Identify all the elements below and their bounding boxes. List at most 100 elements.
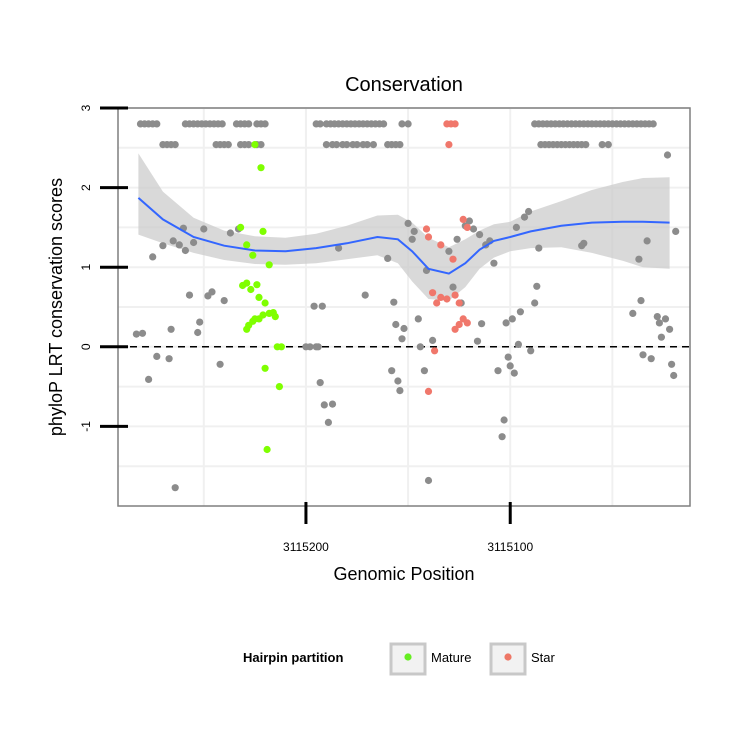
point-other — [649, 120, 657, 128]
point-other — [408, 235, 416, 243]
point-other — [653, 313, 661, 321]
point-other — [380, 120, 388, 128]
point-other — [404, 120, 412, 128]
point-other — [398, 335, 406, 343]
point-star — [437, 241, 445, 249]
point-other — [226, 229, 234, 237]
point-star — [445, 141, 453, 149]
point-other — [469, 225, 478, 233]
point-mature — [265, 261, 273, 269]
point-other — [635, 255, 643, 263]
point-other — [520, 213, 529, 221]
point-other — [527, 347, 535, 355]
point-star — [455, 299, 463, 307]
point-other — [647, 355, 655, 363]
point-other — [316, 120, 324, 128]
point-other — [655, 319, 664, 327]
point-other — [506, 362, 514, 370]
point-other — [245, 141, 253, 149]
point-star — [424, 233, 433, 241]
point-other — [580, 239, 588, 247]
point-other — [490, 259, 498, 267]
point-other — [138, 329, 147, 337]
point-other — [400, 324, 408, 333]
point-other — [392, 320, 400, 329]
point-other — [429, 336, 437, 344]
point-other — [145, 375, 153, 383]
y-tick-label: -1 — [79, 421, 93, 432]
point-star — [451, 291, 459, 299]
point-other — [388, 367, 396, 375]
point-other — [449, 283, 457, 291]
point-other — [159, 242, 167, 250]
legend-dot-star — [504, 653, 512, 661]
x-tick-label: 3115100 — [487, 540, 533, 554]
point-other — [208, 288, 216, 296]
point-other — [363, 141, 371, 149]
point-mature — [277, 343, 285, 351]
point-other — [494, 367, 502, 375]
point-star — [431, 347, 439, 355]
point-other — [353, 141, 361, 149]
point-other — [582, 141, 590, 149]
point-other — [514, 340, 523, 348]
point-other — [220, 297, 228, 305]
point-other — [639, 351, 647, 359]
point-other — [643, 237, 651, 245]
point-other — [396, 387, 404, 395]
point-star — [422, 225, 431, 233]
point-other — [165, 355, 173, 363]
y-tick-label: 0 — [79, 343, 93, 350]
point-other — [167, 325, 175, 333]
point-other — [216, 360, 224, 368]
point-other — [666, 325, 674, 333]
point-star — [455, 320, 463, 329]
point-other — [316, 379, 324, 387]
point-other — [668, 360, 676, 368]
point-other — [512, 223, 521, 231]
y-tick-label: 3 — [79, 104, 93, 111]
point-other — [414, 315, 422, 323]
point-mature — [243, 279, 251, 287]
legend-title: Hairpin partition — [243, 650, 343, 665]
point-mature — [263, 445, 271, 454]
point-mature — [251, 141, 259, 149]
axis-ticks: -1 0 1 2 3 3115200 3115100 — [79, 104, 533, 554]
point-mature — [255, 293, 263, 301]
point-other — [257, 141, 265, 149]
point-other — [369, 141, 377, 149]
point-other — [478, 320, 486, 328]
point-other — [508, 315, 516, 323]
point-mature — [261, 364, 269, 372]
point-other — [394, 377, 402, 385]
point-other — [663, 151, 672, 159]
point-other — [498, 433, 506, 441]
point-other — [604, 141, 612, 149]
point-other — [598, 141, 606, 149]
point-other — [390, 298, 398, 306]
point-other — [445, 247, 453, 255]
y-tick-label: 1 — [79, 264, 93, 271]
point-other — [194, 328, 202, 337]
point-other — [306, 343, 314, 351]
point-other — [661, 315, 670, 323]
point-other — [416, 343, 424, 351]
data-points — [132, 120, 680, 492]
point-star — [449, 255, 457, 263]
point-mature — [259, 227, 267, 235]
point-other — [328, 400, 337, 408]
point-star — [463, 319, 471, 327]
point-other — [218, 120, 226, 128]
point-mature — [261, 299, 269, 307]
point-star — [437, 293, 445, 301]
point-other — [200, 225, 208, 233]
legend: Hairpin partition Mature Star — [243, 642, 556, 676]
point-other — [153, 352, 161, 360]
point-other — [473, 337, 482, 345]
point-other — [132, 330, 140, 338]
point-other — [175, 241, 183, 249]
point-other — [516, 308, 525, 316]
point-other — [396, 141, 404, 149]
point-other — [404, 219, 412, 227]
